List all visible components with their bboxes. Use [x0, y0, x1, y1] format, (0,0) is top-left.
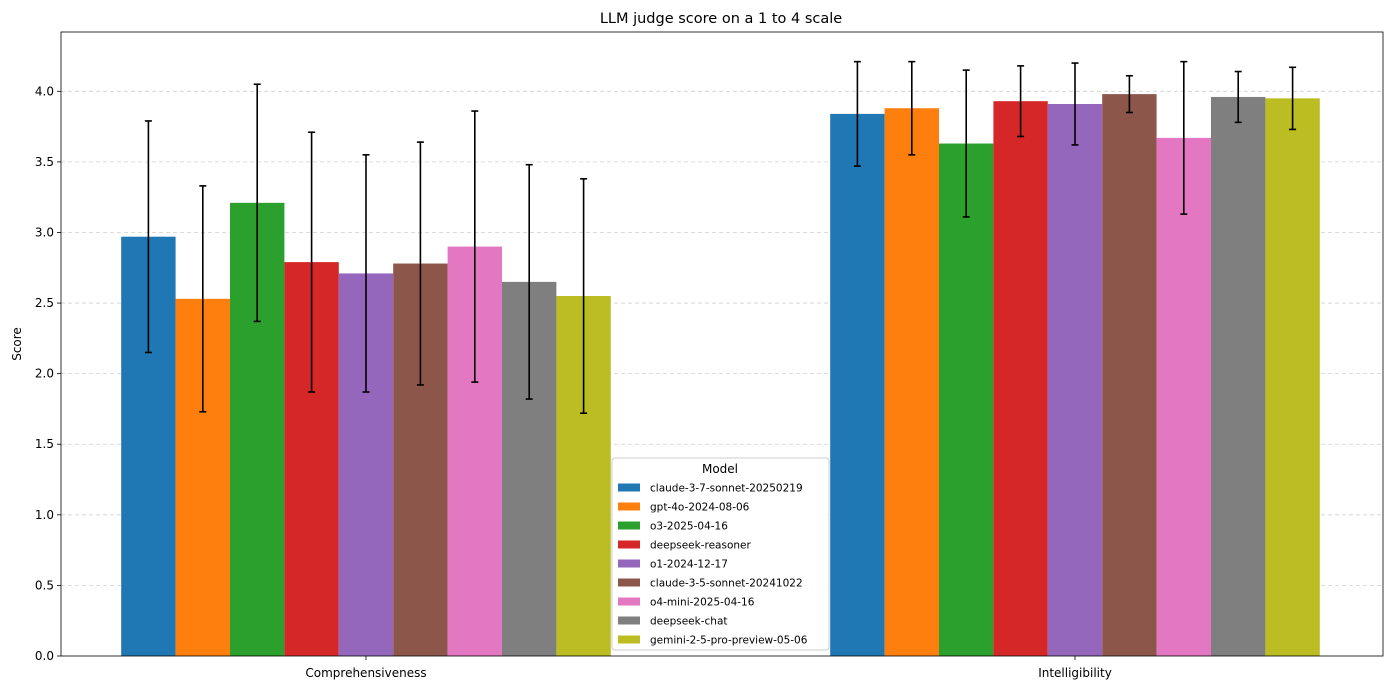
legend-label: o4-mini-2025-04-16: [650, 597, 755, 609]
bar: [1156, 137, 1211, 657]
x-tick-label: Comprehensiveness: [305, 666, 426, 680]
bars: [121, 94, 1320, 657]
y-tick-label: 4.0: [35, 84, 54, 98]
y-axis-title: Score: [10, 327, 24, 361]
y-tick-label: 3.0: [35, 225, 54, 239]
axes: 0.0 0.5 1.0 1.5 2.0 2.5 3.0 3.5 4.0 Comprehensive…: [35, 31, 1384, 680]
plot-frame: [60, 31, 1384, 657]
y-tick-label: 2.5: [35, 296, 54, 310]
legend-label: o1-2024-12-17: [650, 559, 728, 571]
bar: [1102, 94, 1157, 656]
bar: [1047, 104, 1103, 656]
bar: [939, 143, 994, 656]
y-tick-label: 2.0: [35, 367, 54, 381]
y-tick-label: 1.0: [35, 508, 54, 522]
legend: Model claude-3-7-sonnet-20250219 gpt-4o-2…: [611, 457, 830, 651]
legend-label: gemini-2-5-pro-preview-05-06: [650, 635, 808, 647]
legend-swatch: [618, 502, 640, 511]
legend-swatch: [618, 521, 640, 530]
legend-label: o3-2025-04-16: [650, 521, 728, 533]
legend-swatch: [618, 540, 640, 549]
legend-swatch: [618, 597, 640, 606]
y-tick-label: 0.0: [35, 649, 54, 663]
bar: [884, 108, 939, 656]
legend-swatch: [618, 616, 640, 625]
legend-label: claude-3-5-sonnet-20241022: [650, 578, 803, 590]
chart-title: LLM judge score on a 1 to 4 scale: [600, 11, 842, 27]
bar: [1211, 96, 1266, 657]
x-tick-label: Intelligibility: [1038, 666, 1112, 680]
legend-title: Model: [702, 462, 738, 476]
y-tick-label: 0.5: [35, 578, 54, 592]
legend-label: claude-3-7-sonnet-20250219: [650, 483, 803, 495]
legend-label: deepseek-reasoner: [650, 540, 751, 552]
legend-label: gpt-4o-2024-08-06: [650, 502, 750, 514]
legend-swatch: [618, 578, 640, 587]
legend-items: claude-3-7-sonnet-20250219 gpt-4o-2024-08…: [618, 483, 808, 647]
legend-swatch: [618, 559, 640, 568]
bar: [993, 101, 1048, 657]
bar: [1265, 98, 1320, 656]
legend-swatch: [618, 635, 640, 644]
bar: [830, 113, 885, 657]
error-bars: [144, 60, 1297, 414]
y-tick-label: 1.5: [35, 437, 54, 451]
legend-label: deepseek-chat: [650, 616, 728, 628]
legend-box: [611, 457, 830, 651]
legend-swatch: [618, 483, 640, 492]
y-tick-label: 3.5: [35, 155, 54, 169]
